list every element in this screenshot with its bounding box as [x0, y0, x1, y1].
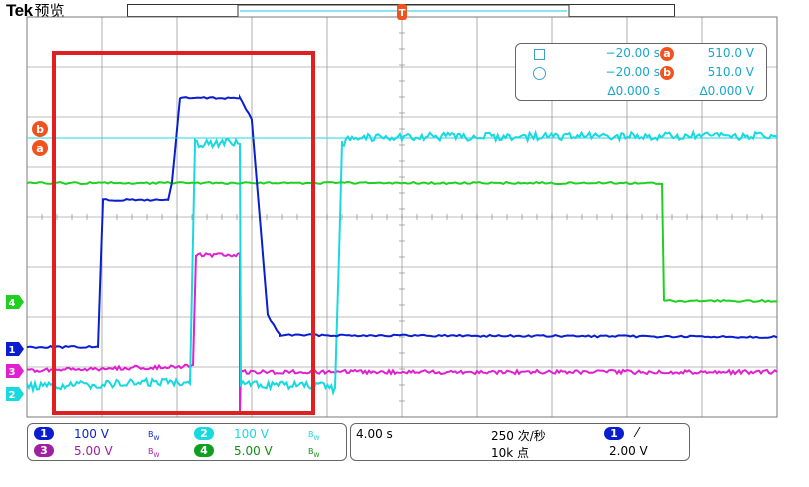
channel-1-ground-marker[interactable]: 1	[6, 342, 24, 356]
cursor-b-label: b	[36, 123, 44, 136]
graticule-grid	[26, 16, 778, 418]
channel-2-scale[interactable]: 100 V	[234, 427, 269, 441]
cursor-readout-panel[interactable]: −20.00 s a 510.0 V −20.00 s b 510.0 V ∆0…	[515, 43, 767, 101]
trigger-source-badge[interactable]: 1	[604, 427, 624, 440]
cursor-b-badge-icon: b	[660, 66, 674, 80]
cursor-1-time: −20.00 s	[605, 46, 660, 60]
channel-3-marker-label: 3	[9, 367, 16, 378]
bw-letter: B	[148, 447, 154, 456]
channel-3-bandwidth-icon: BW	[148, 447, 159, 459]
cursor-readout-row-1: −20.00 s a 510.0 V	[516, 46, 766, 64]
channel-2-badge[interactable]: 2	[194, 427, 214, 440]
brand-header: Tek 预览	[6, 0, 65, 21]
timebase-scale[interactable]: 4.00 s	[356, 427, 393, 441]
cursor-a-marker[interactable]: a	[32, 140, 48, 156]
channel-4-badge[interactable]: 4	[194, 444, 214, 457]
highlight-annotation-box	[52, 51, 315, 415]
square-icon	[534, 49, 545, 60]
bw-letter: B	[148, 430, 154, 439]
trigger-marker-label: T	[399, 8, 406, 19]
trigger-level[interactable]: 2.00 V	[609, 444, 648, 458]
brand-logo: Tek	[6, 1, 33, 20]
channel-3-waveform	[26, 251, 778, 413]
cursor-2-time: −20.00 s	[605, 65, 660, 79]
channel-4-marker-label: 4	[9, 298, 16, 309]
channel-2-marker-label: 2	[9, 390, 16, 401]
bw-sub: W	[153, 434, 160, 442]
bw-sub: W	[313, 451, 320, 459]
cursor-readout-delta-row: ∆0.000 s ∆0.000 V	[516, 84, 766, 102]
channel-settings-panel[interactable]: 1 100 V BW 2 100 V BW 3 5.00 V BW 4 5.00…	[27, 423, 347, 461]
acquisition-settings-panel[interactable]: 4.00 s 250 次/秒 10k 点 1 ⁄ 2.00 V	[350, 423, 690, 461]
bw-sub: W	[153, 451, 160, 459]
cursor-delta-time: ∆0.000 s	[607, 84, 660, 98]
trigger-position-marker[interactable]: T	[397, 4, 407, 20]
channel-4-bandwidth-icon: BW	[308, 447, 319, 459]
bw-letter: B	[308, 447, 314, 456]
cursor-delta-value: ∆0.000 V	[699, 84, 754, 98]
trigger-slope-icon[interactable]: ⁄	[636, 426, 639, 441]
cursor-a-label: a	[36, 142, 43, 155]
channel-2-ground-marker[interactable]: 2	[6, 387, 24, 401]
channel-4-scale[interactable]: 5.00 V	[234, 444, 273, 458]
channel-4-ground-marker[interactable]: 4	[6, 295, 24, 309]
channel-1-scale[interactable]: 100 V	[74, 427, 109, 441]
cursor-1-value: 510.0 V	[707, 46, 754, 60]
cursor-readout-row-2: −20.00 s b 510.0 V	[516, 65, 766, 83]
channel-1-waveform	[26, 93, 778, 350]
acquisition-mode: 预览	[34, 2, 65, 20]
channel-1-bandwidth-icon: BW	[148, 430, 159, 442]
channel-3-ground-marker[interactable]: 3	[6, 364, 24, 378]
channel-3-scale[interactable]: 5.00 V	[74, 444, 113, 458]
channel-1-badge[interactable]: 1	[34, 427, 54, 440]
bw-letter: B	[308, 430, 314, 439]
bw-sub: W	[313, 434, 320, 442]
cursor-a-badge-icon: a	[660, 47, 674, 61]
channel-2-waveform	[26, 129, 778, 397]
circle-icon	[533, 67, 546, 80]
cursor-b-marker[interactable]: b	[32, 121, 48, 137]
channel-2-bandwidth-icon: BW	[308, 430, 319, 442]
channel-3-badge[interactable]: 3	[34, 444, 54, 457]
channel-4-waveform	[26, 180, 777, 304]
record-length: 10k 点	[491, 446, 530, 460]
channel-1-marker-label: 1	[9, 345, 16, 356]
cursor-2-value: 510.0 V	[707, 65, 754, 79]
acquisition-rate: 250 次/秒	[491, 429, 546, 443]
